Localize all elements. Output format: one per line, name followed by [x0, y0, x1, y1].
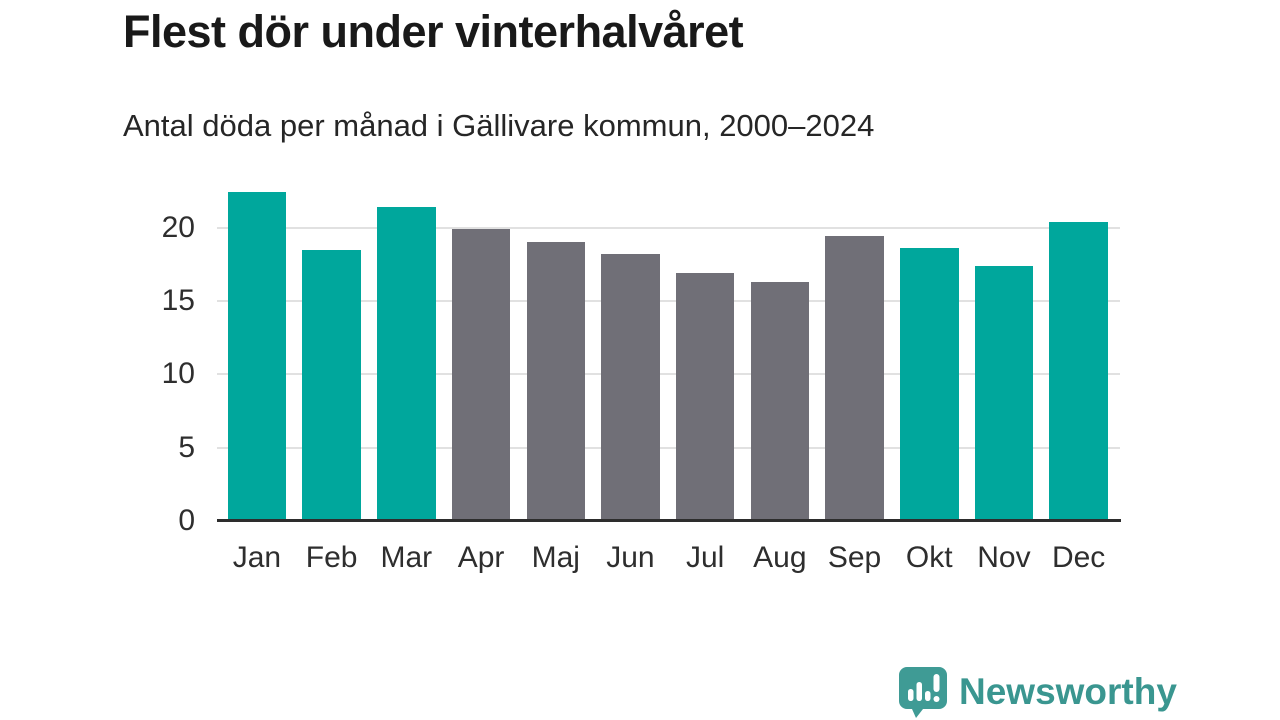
gridline-y-15	[217, 299, 1120, 302]
bar-feb	[302, 249, 361, 521]
x-tick-label-aug: Aug	[753, 541, 807, 574]
bar-apr	[451, 229, 511, 521]
gridline-y-20	[217, 226, 1120, 229]
bar-aug	[750, 281, 810, 521]
x-tick-label-dec: Dec	[1051, 541, 1106, 574]
gridline-y-5	[217, 446, 1120, 449]
x-tick-label-apr: Apr	[457, 541, 505, 574]
x-tick-label-maj: Maj	[531, 541, 580, 574]
bar-jun	[601, 253, 660, 521]
y-tick-label-20: 20	[161, 210, 195, 244]
x-tick-label-mar: Mar	[380, 541, 433, 574]
bar-mar	[377, 207, 436, 521]
x-tick-label-jun: Jun	[606, 541, 655, 574]
bar-nov	[974, 265, 1034, 521]
x-tick-label-okt: Okt	[905, 541, 953, 574]
chart-title: Flest dör under vinterhalvåret	[123, 6, 744, 57]
bar-jan	[227, 192, 287, 521]
brand-logo: Newsworthy	[897, 665, 1177, 718]
bar-maj	[526, 242, 585, 521]
bar-jul	[675, 273, 735, 521]
bar-sep	[825, 236, 884, 521]
bar-dec	[1049, 221, 1108, 521]
x-tick-label-sep: Sep	[827, 541, 882, 574]
gridline-y-10	[217, 373, 1120, 376]
newsworthy-logo-icon	[899, 667, 947, 718]
x-tick-label-feb: Feb	[305, 541, 358, 574]
x-axis-tick-labels: Jan Feb Mar Apr Maj Jun Jul Aug Sep Okt Nov Dec	[217, 541, 1120, 581]
y-tick-label-10: 10	[161, 357, 195, 391]
chart-subtitle: Antal döda per månad i Gällivare kommun,…	[123, 108, 875, 143]
x-tick-label-jan: Jan	[232, 541, 282, 574]
brand-wordmark: Newsworthy	[959, 670, 1177, 712]
y-tick-label-15: 15	[161, 283, 195, 317]
x-tick-label-jul: Jul	[685, 541, 725, 574]
plot-area	[217, 185, 1120, 521]
bar-okt	[900, 248, 959, 521]
y-tick-label-5: 5	[178, 430, 195, 464]
y-axis-tick-labels: 0 5 10 15 20	[120, 185, 195, 535]
x-axis-line	[217, 519, 1121, 522]
y-tick-label-0: 0	[178, 504, 195, 537]
x-tick-label-nov: Nov	[977, 541, 1031, 574]
